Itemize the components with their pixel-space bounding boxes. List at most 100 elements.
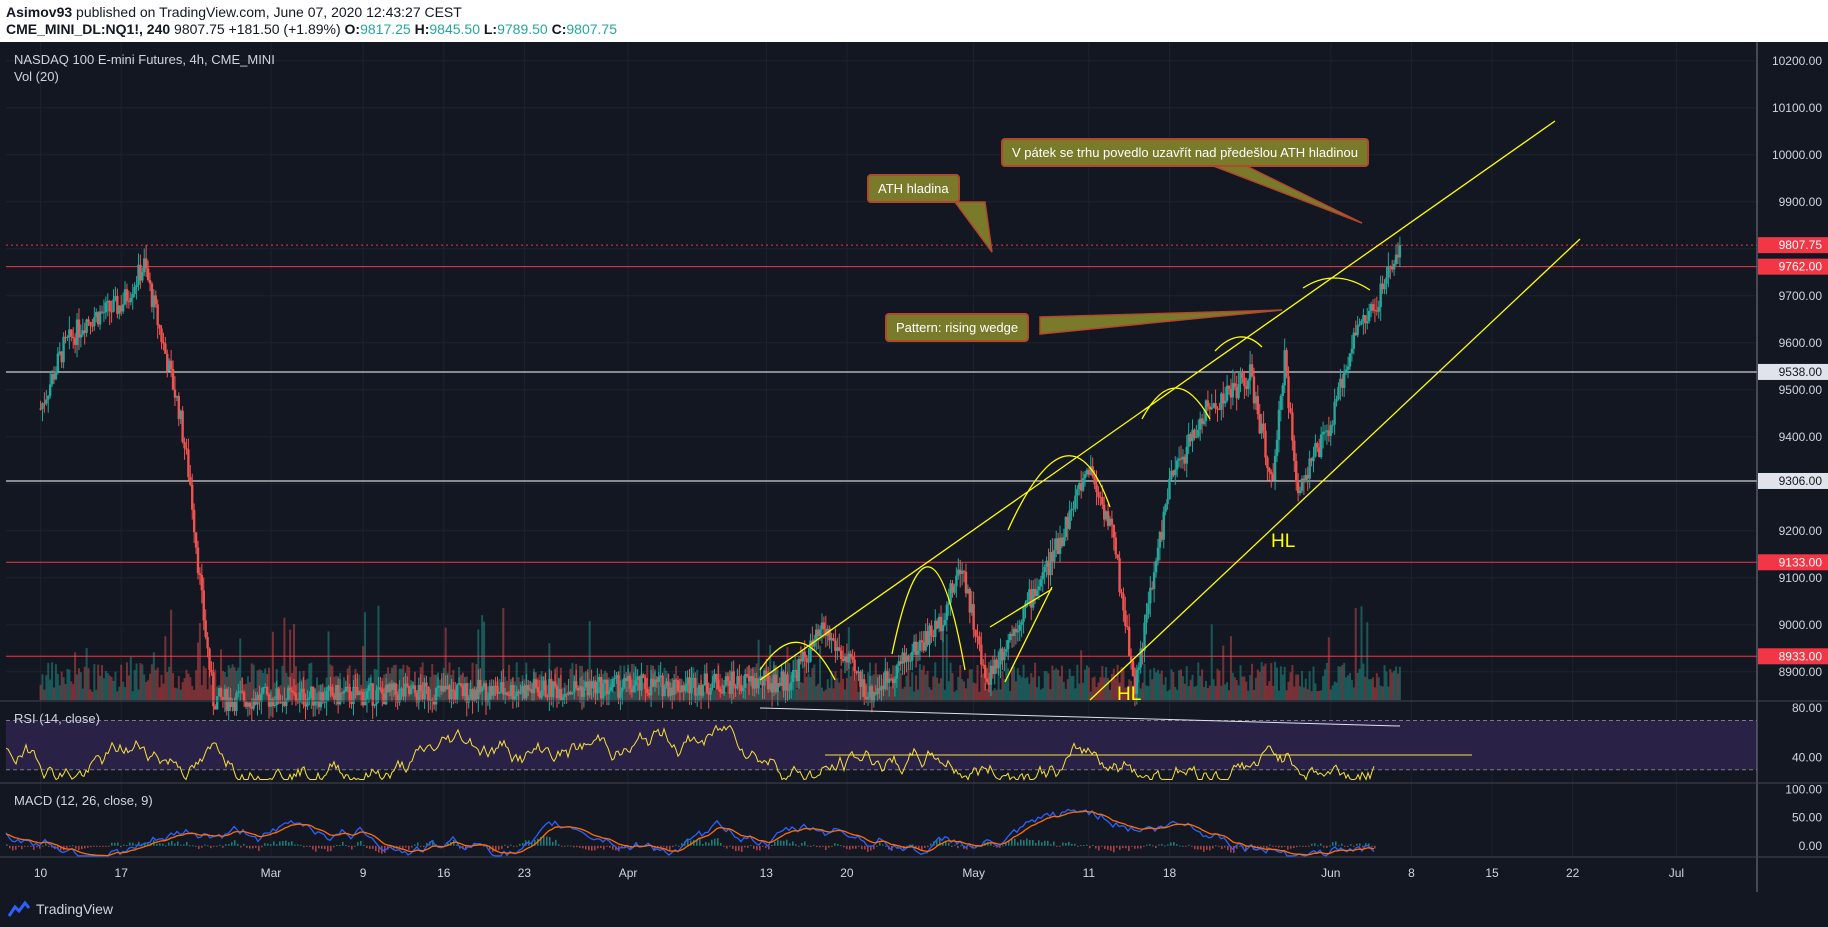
time-axis[interactable]: 10 17 Mar 9 16 23 Apr 13 20 May 11 18 Jun 8 15 22 Jul (34, 866, 1684, 880)
pane-dividers[interactable] (0, 700, 1828, 858)
volume-bar (1324, 669, 1327, 700)
candle-down (296, 700, 300, 703)
macd-histogram-bar (303, 845, 305, 848)
price-tag-label: 9762.00 (1779, 260, 1823, 274)
volume-bar (982, 673, 985, 700)
candle-up (131, 293, 134, 298)
volume-bar (1024, 678, 1027, 700)
macd-histogram-bar (1314, 843, 1316, 846)
candle-down (96, 312, 100, 325)
macd-histogram-bar (1152, 845, 1154, 847)
author[interactable]: Asimov93 (6, 4, 73, 20)
volume-bar (1308, 671, 1311, 700)
volume-bar (1260, 662, 1263, 700)
macd-histogram-bar (99, 845, 101, 847)
candle-down (1293, 440, 1296, 461)
candle-down (1364, 315, 1367, 324)
volume-bar (102, 678, 105, 700)
volume-bar (189, 677, 192, 700)
macd-histogram-bar (120, 845, 122, 848)
volume-bar (1237, 685, 1240, 700)
candle-down (1285, 350, 1288, 377)
rsi-tick-label: 80.00 (1792, 701, 1822, 715)
volume-bar (1373, 687, 1376, 700)
volume-bar (1333, 681, 1336, 700)
volume-bar (584, 691, 587, 700)
macd-histogram-bar (420, 845, 422, 847)
candle-down (1373, 310, 1377, 312)
candle-down (265, 686, 269, 695)
volume-bar (947, 681, 950, 700)
candle-down (77, 319, 81, 338)
ath-level-callout[interactable]: ATH hladina (867, 174, 960, 203)
volume-bar (796, 688, 799, 700)
volume-bar (256, 670, 259, 700)
macd-histogram-bar (1326, 845, 1328, 848)
candle-down (1056, 538, 1060, 554)
chart-area[interactable]: 10200.0010100.0010000.009900.009800.0097… (0, 42, 1828, 892)
candle-down (511, 684, 515, 700)
candle-down (1214, 403, 1217, 409)
macd-histogram-bar (1320, 843, 1322, 846)
tradingview-logo[interactable]: TradingView (8, 900, 113, 918)
candle-up (1174, 469, 1177, 476)
volume-bar (444, 627, 447, 700)
candle-down (816, 629, 820, 637)
macd-histogram-bar (1275, 845, 1277, 847)
volume-bar (1262, 666, 1265, 700)
volume-bar (924, 674, 927, 700)
volume-bar (1162, 684, 1165, 700)
candle-up (1300, 478, 1304, 491)
candle-down (1216, 408, 1219, 410)
candle-down (914, 641, 918, 655)
candle-down (834, 640, 837, 651)
candle-down (475, 689, 478, 699)
macd-histogram-bar (1344, 845, 1346, 847)
volume-bar (506, 680, 509, 700)
volume-bar (229, 668, 232, 700)
volume-bar (792, 690, 795, 700)
friday-close-callout[interactable]: V pátek se trhu povedlo uzavřít nad před… (1001, 138, 1369, 167)
macd-histogram-bar (573, 845, 575, 848)
macd-histogram-bar (762, 845, 764, 847)
candle-up (300, 688, 303, 693)
candle-up (1007, 639, 1010, 650)
close-value: 9807.75 (566, 21, 617, 37)
pattern-callout[interactable]: Pattern: rising wedge (885, 313, 1030, 342)
candle-down (1010, 633, 1014, 637)
volume-bar (890, 686, 893, 700)
candle-up (436, 686, 440, 688)
volume-bar (759, 687, 762, 700)
candle-down (1079, 483, 1083, 491)
volume-bar (1049, 689, 1052, 700)
candle-down (1229, 389, 1233, 398)
volume-bar (749, 676, 752, 700)
candle-down (162, 342, 165, 344)
candle-down (646, 688, 649, 693)
candle-down (1112, 524, 1116, 538)
candle-down (191, 484, 194, 510)
macd-histogram-bar (1155, 845, 1157, 849)
macd-histogram-bar (846, 845, 848, 849)
macd-histogram-bar (534, 840, 536, 846)
candle-down (699, 685, 703, 696)
macd-histogram-bar (876, 845, 878, 847)
x-tick-label: 16 (437, 866, 451, 880)
volume-bar (262, 672, 265, 700)
volume-bar (1206, 687, 1209, 700)
candle-down (586, 681, 589, 696)
candle-up (41, 403, 44, 409)
candle-up (692, 677, 695, 679)
candle-down (550, 679, 553, 698)
candle-down (594, 681, 597, 694)
candle-up (557, 688, 561, 699)
volume-bar (986, 688, 989, 700)
macd-histogram-bar (498, 845, 500, 850)
volume-bar (1187, 686, 1190, 700)
volume-bar (91, 691, 94, 700)
candle-up (143, 258, 146, 273)
candle-down (1101, 497, 1104, 505)
macd-histogram-bar (129, 842, 131, 846)
candle-up (429, 699, 432, 701)
price-axis[interactable]: 10200.0010100.0010000.009900.009800.0097… (1756, 42, 1828, 892)
